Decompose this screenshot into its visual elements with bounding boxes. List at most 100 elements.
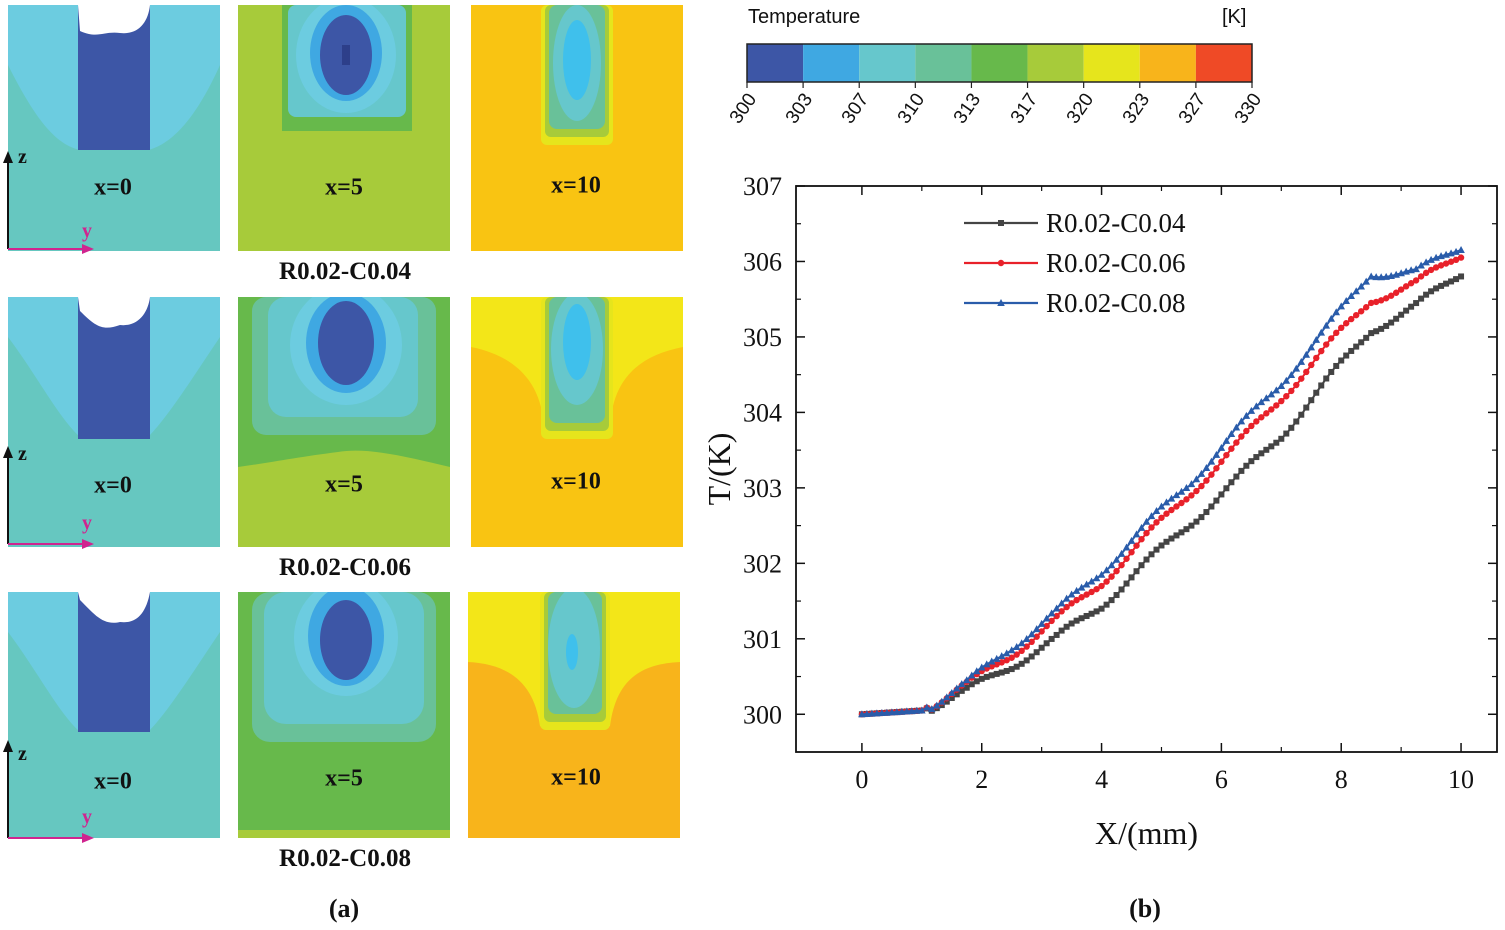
series-2-point bbox=[1303, 368, 1310, 376]
series-2-point bbox=[1323, 341, 1330, 348]
series-1-point bbox=[1043, 640, 1050, 647]
series-3-point bbox=[928, 705, 936, 713]
series-2-point bbox=[1103, 578, 1110, 585]
row1-x0-label: x=0 bbox=[94, 174, 132, 201]
series-1-point bbox=[1153, 546, 1160, 553]
row1-x10-label: x=10 bbox=[551, 172, 601, 199]
series-3-point bbox=[1137, 523, 1146, 531]
y-tick-label: 307 bbox=[743, 172, 782, 201]
series-1-point bbox=[983, 673, 990, 680]
series-3-point bbox=[1302, 350, 1311, 358]
series-2-point bbox=[1412, 277, 1420, 284]
panel-b-caption: (b) bbox=[1129, 894, 1161, 923]
series-2-point bbox=[1353, 311, 1360, 319]
series-3-point bbox=[1347, 292, 1356, 300]
series-2-point bbox=[1193, 487, 1200, 495]
series-2-point bbox=[1253, 418, 1260, 425]
series-1-point bbox=[1018, 660, 1025, 667]
series-3-point bbox=[918, 706, 926, 714]
series-3-point bbox=[1272, 386, 1281, 394]
series-1-point bbox=[1443, 280, 1450, 287]
row2-x10-label: x=10 bbox=[551, 468, 601, 495]
series-3-point bbox=[942, 693, 951, 701]
series-3-point bbox=[1062, 594, 1071, 602]
y-axis-label: T/(K) bbox=[701, 433, 737, 506]
series-3-point bbox=[1422, 258, 1430, 266]
y-tick-label: 302 bbox=[743, 549, 782, 578]
contour-row1-x10 bbox=[471, 5, 683, 251]
series-1-point bbox=[1383, 322, 1390, 329]
series-2-point bbox=[1213, 465, 1220, 472]
plot-frame bbox=[795, 185, 1498, 753]
series-3-point bbox=[1332, 308, 1341, 316]
colorbar-segment bbox=[747, 44, 804, 82]
series-2-point bbox=[1073, 596, 1080, 604]
series-3-point bbox=[1252, 402, 1261, 410]
axis-triad-row3 bbox=[3, 740, 94, 843]
series-1-point bbox=[1248, 458, 1255, 465]
series-1-point bbox=[1048, 635, 1055, 642]
series-1-point bbox=[1128, 574, 1135, 581]
series-1-point bbox=[1003, 667, 1010, 674]
series-2-point bbox=[1402, 283, 1410, 290]
series-1-point bbox=[1198, 514, 1205, 521]
series-1-point bbox=[1098, 605, 1105, 612]
colorbar-segment bbox=[971, 44, 1028, 82]
series-2-point bbox=[1263, 410, 1270, 417]
x-tick-label: 2 bbox=[975, 765, 988, 794]
contour-row3-x5 bbox=[238, 592, 450, 838]
series-1-point bbox=[1438, 282, 1445, 289]
series-3-point bbox=[1217, 443, 1226, 451]
series-1-point bbox=[1238, 467, 1245, 474]
contour-row1-x5 bbox=[238, 5, 450, 251]
y-tick-label: 303 bbox=[743, 474, 782, 503]
series-1-point bbox=[1143, 556, 1150, 563]
series-2-point bbox=[1238, 433, 1245, 440]
series-3-point bbox=[1362, 277, 1370, 285]
series-3-point bbox=[1312, 335, 1321, 343]
axis-z-label-row1: z bbox=[18, 146, 27, 168]
series-3-point bbox=[1202, 464, 1211, 472]
series-1-point bbox=[1073, 617, 1080, 624]
series-3-point bbox=[1012, 643, 1021, 651]
series-3-point bbox=[977, 663, 986, 671]
series-1-point bbox=[993, 670, 1000, 677]
contour-row1-x0 bbox=[8, 5, 220, 251]
series-3-point bbox=[1457, 246, 1465, 254]
series-1-point bbox=[1283, 430, 1290, 437]
series-2-point bbox=[1148, 524, 1155, 531]
series-1-point bbox=[1408, 303, 1415, 310]
axis-y-label-row1: y bbox=[82, 220, 92, 242]
series-3-point bbox=[1427, 255, 1435, 263]
series-1-point bbox=[1113, 592, 1120, 599]
series-2-point bbox=[1258, 414, 1265, 421]
series-3-point bbox=[1417, 261, 1425, 269]
colorbar-segment bbox=[1195, 44, 1252, 82]
series-3-point bbox=[1192, 475, 1201, 483]
series-3-point bbox=[1022, 635, 1031, 643]
series-3-point bbox=[1027, 630, 1036, 638]
series-1-point bbox=[1393, 315, 1400, 322]
series-3-point bbox=[1077, 583, 1086, 591]
series-3-point bbox=[1112, 555, 1121, 563]
series-1-point bbox=[1208, 503, 1215, 510]
series-2-point bbox=[1063, 603, 1070, 611]
y-tick-label: 305 bbox=[743, 323, 782, 352]
series-3-point bbox=[1247, 406, 1256, 414]
series-3-point bbox=[1222, 436, 1231, 444]
series-1-point bbox=[1263, 446, 1270, 453]
series-2-point bbox=[1233, 439, 1240, 446]
legend-marker-2 bbox=[997, 259, 1005, 267]
series-1-point bbox=[1173, 532, 1180, 539]
series-3-point bbox=[1287, 370, 1296, 378]
series-3-point bbox=[1157, 502, 1166, 510]
temperature-line-chart: 0 2 4 6 8 10 300 301 302 303 304 305 306 307 X/(mm) T/(… bbox=[701, 172, 1498, 851]
contour-row3-x0 bbox=[8, 592, 220, 838]
y-tick-label: 301 bbox=[743, 625, 782, 654]
series-2-point bbox=[1397, 286, 1405, 293]
series-3-point bbox=[1052, 604, 1061, 612]
series-1-point bbox=[1308, 397, 1315, 404]
series-3-point bbox=[1002, 649, 1011, 657]
x-axis-label: X/(mm) bbox=[1095, 815, 1198, 851]
series-2-point bbox=[1328, 335, 1335, 342]
